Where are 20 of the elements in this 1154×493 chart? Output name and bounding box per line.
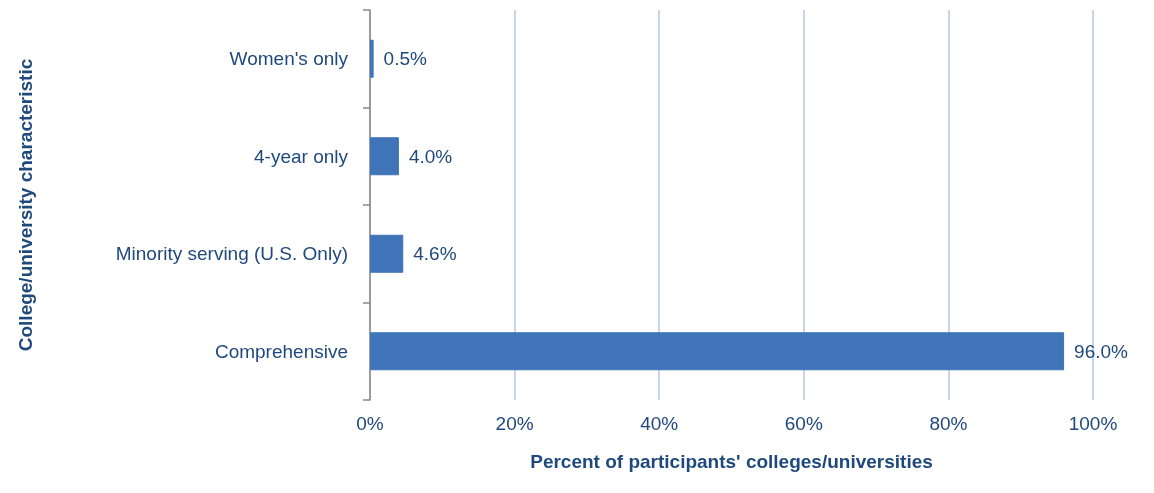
data-label: 0.5% — [383, 48, 428, 70]
x-tick-label: 40% — [640, 413, 679, 434]
y-tick-label: Minority serving (U.S. Only) — [115, 243, 348, 265]
data-label: 4.6% — [413, 243, 457, 265]
y-axis-title: College/university characteristic — [15, 58, 36, 352]
y-tick-label: Women's only — [229, 48, 349, 70]
x-tick-label: 80% — [929, 413, 968, 434]
x-tick-label: 60% — [784, 413, 823, 434]
data-label: 4.0% — [408, 145, 453, 167]
y-tick-label: 4-year only — [254, 145, 349, 167]
data-label: 96.0% — [1074, 340, 1129, 362]
x-axis-title: Percent of participants' colleges/universities — [530, 451, 933, 472]
y-tick-label: Comprehensive — [214, 340, 348, 362]
bar — [370, 137, 399, 176]
x-tick-label: 20% — [495, 413, 534, 434]
bar — [370, 234, 404, 273]
bar — [370, 39, 374, 78]
x-tick-label: 100% — [1068, 413, 1118, 434]
x-tick-label: 0% — [356, 413, 384, 434]
bar — [370, 332, 1065, 371]
